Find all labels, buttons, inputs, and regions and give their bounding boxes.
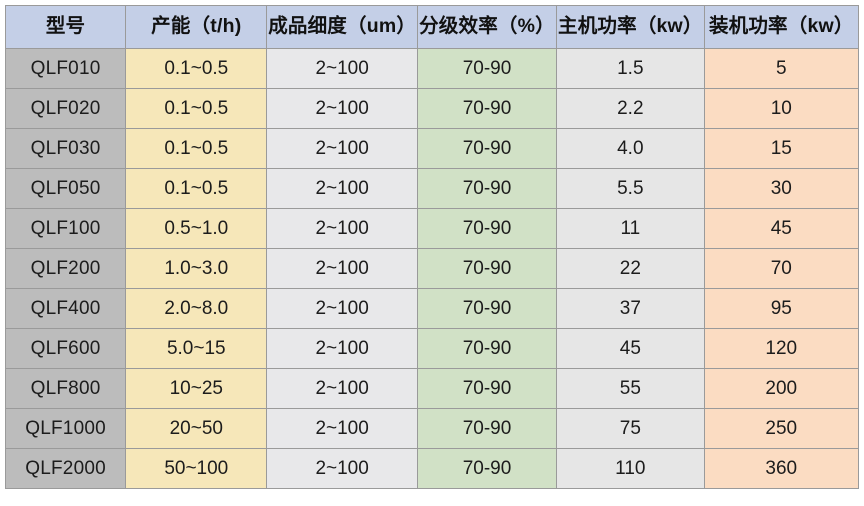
cell-main-power: 5.5 <box>557 169 704 208</box>
column-header-model: 型号 <box>6 6 126 48</box>
cell-model: QLF050 <box>6 169 126 208</box>
cell-efficiency: 70-90 <box>417 169 557 208</box>
cell-model: QLF200 <box>6 249 126 288</box>
cell-capacity: 0.1~0.5 <box>126 89 267 128</box>
column-header-fineness: 成品细度（um） <box>267 6 417 48</box>
cell-fineness: 2~100 <box>267 329 417 368</box>
cell-capacity: 1.0~3.0 <box>126 249 267 288</box>
cell-fineness: 2~100 <box>267 49 417 88</box>
cell-fineness: 2~100 <box>267 129 417 168</box>
cell-efficiency: 70-90 <box>417 249 557 288</box>
cell-fineness: 2~100 <box>267 209 417 248</box>
cell-capacity: 2.0~8.0 <box>126 289 267 328</box>
column-header-main-power: 主机功率（kw） <box>557 6 704 48</box>
cell-installed-power: 95 <box>704 289 858 328</box>
cell-efficiency: 70-90 <box>417 289 557 328</box>
cell-main-power: 55 <box>557 369 704 408</box>
cell-installed-power: 30 <box>704 169 858 208</box>
table-row: QLF030 0.1~0.5 2~100 70-90 4.0 15 <box>6 129 858 168</box>
cell-fineness: 2~100 <box>267 289 417 328</box>
cell-model: QLF400 <box>6 289 126 328</box>
table-row: QLF100 0.5~1.0 2~100 70-90 11 45 <box>6 209 858 248</box>
cell-model: QLF030 <box>6 129 126 168</box>
column-header-capacity: 产能（t/h) <box>126 6 267 48</box>
cell-capacity: 20~50 <box>126 409 267 448</box>
cell-main-power: 11 <box>557 209 704 248</box>
cell-capacity: 0.1~0.5 <box>126 49 267 88</box>
cell-efficiency: 70-90 <box>417 329 557 368</box>
cell-model: QLF020 <box>6 89 126 128</box>
cell-efficiency: 70-90 <box>417 409 557 448</box>
table-row: QLF1000 20~50 2~100 70-90 75 250 <box>6 409 858 448</box>
cell-main-power: 4.0 <box>557 129 704 168</box>
cell-efficiency: 70-90 <box>417 89 557 128</box>
cell-installed-power: 45 <box>704 209 858 248</box>
cell-capacity: 0.5~1.0 <box>126 209 267 248</box>
cell-capacity: 0.1~0.5 <box>126 169 267 208</box>
cell-efficiency: 70-90 <box>417 369 557 408</box>
table-row: QLF2000 50~100 2~100 70-90 110 360 <box>6 449 858 488</box>
cell-capacity: 50~100 <box>126 449 267 488</box>
cell-efficiency: 70-90 <box>417 49 557 88</box>
cell-main-power: 1.5 <box>557 49 704 88</box>
table-row: QLF800 10~25 2~100 70-90 55 200 <box>6 369 858 408</box>
table-header: 型号 产能（t/h) 成品细度（um） 分级效率（%） 主机功率（kw） 装机功… <box>6 6 858 48</box>
specification-table: 型号 产能（t/h) 成品细度（um） 分级效率（%） 主机功率（kw） 装机功… <box>5 5 859 489</box>
cell-installed-power: 5 <box>704 49 858 88</box>
cell-model: QLF1000 <box>6 409 126 448</box>
cell-model: QLF600 <box>6 329 126 368</box>
cell-main-power: 110 <box>557 449 704 488</box>
cell-model: QLF010 <box>6 49 126 88</box>
cell-installed-power: 10 <box>704 89 858 128</box>
table-row: QLF600 5.0~15 2~100 70-90 45 120 <box>6 329 858 368</box>
cell-fineness: 2~100 <box>267 89 417 128</box>
header-row: 型号 产能（t/h) 成品细度（um） 分级效率（%） 主机功率（kw） 装机功… <box>6 6 858 48</box>
table-row: QLF020 0.1~0.5 2~100 70-90 2.2 10 <box>6 89 858 128</box>
cell-installed-power: 120 <box>704 329 858 368</box>
cell-efficiency: 70-90 <box>417 209 557 248</box>
cell-main-power: 22 <box>557 249 704 288</box>
cell-model: QLF100 <box>6 209 126 248</box>
cell-installed-power: 360 <box>704 449 858 488</box>
table-row: QLF010 0.1~0.5 2~100 70-90 1.5 5 <box>6 49 858 88</box>
cell-installed-power: 70 <box>704 249 858 288</box>
cell-installed-power: 200 <box>704 369 858 408</box>
cell-capacity: 0.1~0.5 <box>126 129 267 168</box>
cell-efficiency: 70-90 <box>417 129 557 168</box>
table-row: QLF200 1.0~3.0 2~100 70-90 22 70 <box>6 249 858 288</box>
cell-installed-power: 250 <box>704 409 858 448</box>
cell-fineness: 2~100 <box>267 169 417 208</box>
cell-main-power: 37 <box>557 289 704 328</box>
cell-installed-power: 15 <box>704 129 858 168</box>
cell-fineness: 2~100 <box>267 409 417 448</box>
cell-main-power: 75 <box>557 409 704 448</box>
cell-model: QLF800 <box>6 369 126 408</box>
table-row: QLF050 0.1~0.5 2~100 70-90 5.5 30 <box>6 169 858 208</box>
table-body: QLF010 0.1~0.5 2~100 70-90 1.5 5 QLF020 … <box>6 49 858 488</box>
cell-fineness: 2~100 <box>267 249 417 288</box>
cell-main-power: 2.2 <box>557 89 704 128</box>
table-row: QLF400 2.0~8.0 2~100 70-90 37 95 <box>6 289 858 328</box>
cell-efficiency: 70-90 <box>417 449 557 488</box>
cell-fineness: 2~100 <box>267 369 417 408</box>
cell-model: QLF2000 <box>6 449 126 488</box>
cell-capacity: 5.0~15 <box>126 329 267 368</box>
cell-main-power: 45 <box>557 329 704 368</box>
cell-capacity: 10~25 <box>126 369 267 408</box>
column-header-installed-power: 装机功率（kw） <box>704 6 858 48</box>
cell-fineness: 2~100 <box>267 449 417 488</box>
column-header-efficiency: 分级效率（%） <box>417 6 557 48</box>
